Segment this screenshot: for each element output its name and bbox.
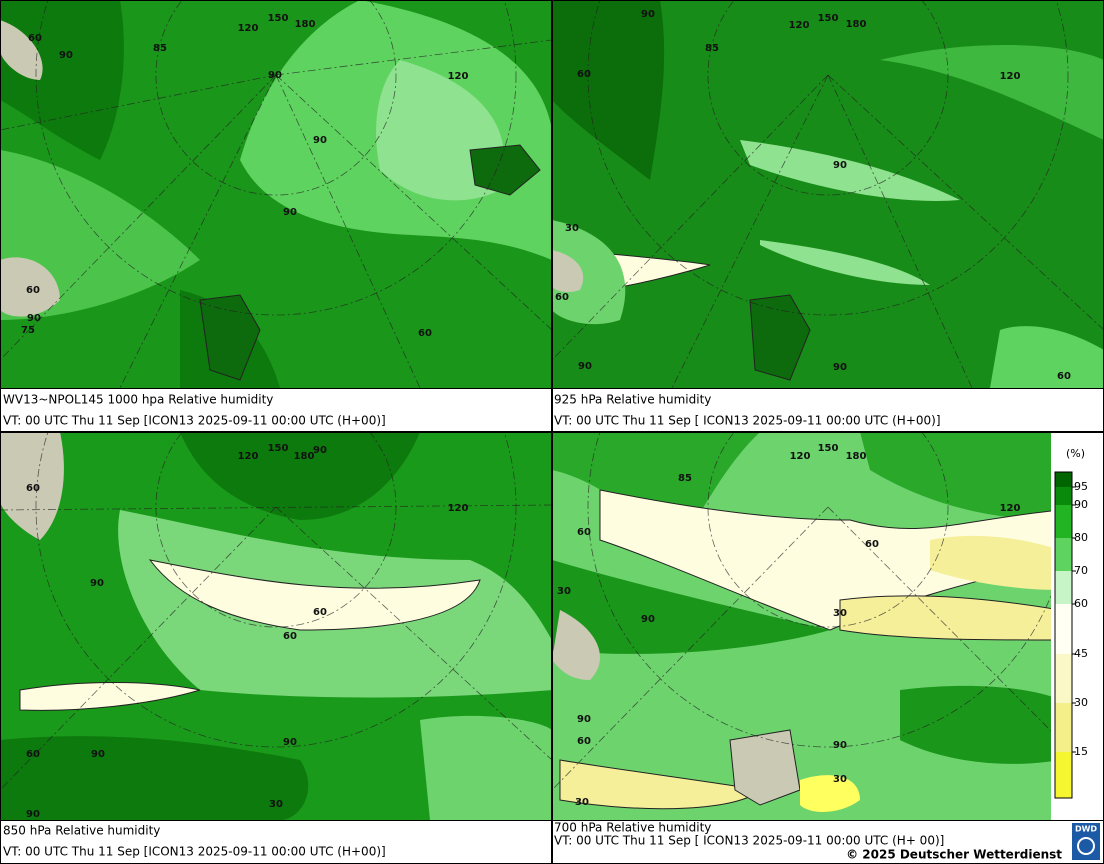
contour-label: 120 xyxy=(789,20,810,31)
colorbar-unit: (%) xyxy=(1066,447,1085,460)
contour-label: 120 xyxy=(1000,503,1021,514)
contour-label: 60 xyxy=(26,483,40,494)
colorbar-label: 60 xyxy=(1074,597,1088,610)
contour-label: 60 xyxy=(1057,371,1071,382)
contour-label: 150 xyxy=(818,443,839,454)
contour-label: 60 xyxy=(283,631,297,642)
contour-label: 60 xyxy=(577,736,591,747)
contour-label: 30 xyxy=(833,774,847,785)
dwd-logo: DWD xyxy=(1072,823,1100,860)
contour-label: 150 xyxy=(268,13,289,24)
contour-label: 90 xyxy=(283,207,297,218)
caption-title: 700 hPa Relative humidity xyxy=(554,821,711,835)
contour-label: 120 xyxy=(448,503,469,514)
contour-label: 120 xyxy=(238,451,259,462)
contour-label: 90 xyxy=(90,578,104,589)
copyright: © 2025 Deutscher Wetterdienst xyxy=(846,848,1062,862)
colorbar-label: 90 xyxy=(1074,498,1088,511)
contour-label: 120 xyxy=(238,23,259,34)
map-700hpa xyxy=(553,433,1051,820)
caption-title: WV13~NPOL145 1000 hpa Relative humidity xyxy=(3,393,273,407)
colorbar-label: 70 xyxy=(1074,564,1088,577)
contour-label: 180 xyxy=(846,19,867,30)
map-1000hpa xyxy=(1,1,551,388)
contour-label: 90 xyxy=(641,614,655,625)
map-925hpa xyxy=(553,1,1103,388)
contour-label: 60 xyxy=(28,33,42,44)
contour-label: 180 xyxy=(295,19,316,30)
contour-label: 150 xyxy=(818,13,839,24)
contour-label: 85 xyxy=(705,43,719,54)
contour-label: 90 xyxy=(641,9,655,20)
contour-label: 90 xyxy=(833,160,847,171)
contour-label: 60 xyxy=(26,285,40,296)
contour-label: 90 xyxy=(283,737,297,748)
contour-label: 30 xyxy=(565,223,579,234)
contour-label: 60 xyxy=(313,607,327,618)
contour-label: 120 xyxy=(1000,71,1021,82)
caption-title: 850 hPa Relative humidity xyxy=(3,824,160,838)
contour-label: 90 xyxy=(59,50,73,61)
contour-label: 30 xyxy=(575,797,589,808)
contour-label: 120 xyxy=(448,71,469,82)
contour-label: 75 xyxy=(21,325,35,336)
contour-label: 150 xyxy=(268,443,289,454)
colorbar-label: 95 xyxy=(1074,480,1088,493)
contour-label: 90 xyxy=(833,740,847,751)
contour-label: 180 xyxy=(294,451,315,462)
contour-label: 90 xyxy=(833,362,847,373)
colorbar-label: 15 xyxy=(1074,745,1088,758)
contour-label: 90 xyxy=(268,70,282,81)
caption-time: VT: 00 UTC Thu 11 Sep [ICON13 2025-09-11… xyxy=(3,414,386,428)
contour-label: 60 xyxy=(577,527,591,538)
logo-text: DWD xyxy=(1075,825,1097,834)
colorbar-label: 30 xyxy=(1074,696,1088,709)
contour-label: 60 xyxy=(418,328,432,339)
contour-label: 90 xyxy=(27,313,41,324)
contour-label: 30 xyxy=(269,799,283,810)
contour-label: 90 xyxy=(91,749,105,760)
contour-label: 90 xyxy=(578,361,592,372)
contour-label: 90 xyxy=(313,135,327,146)
colorbar-label: 45 xyxy=(1074,647,1088,660)
caption-time: VT: 00 UTC Thu 11 Sep [ ICON13 2025-09-1… xyxy=(554,414,941,428)
caption-time: VT: 00 UTC Thu 11 Sep [ICON13 2025-09-11… xyxy=(3,845,386,859)
contour-label: 120 xyxy=(790,451,811,462)
contour-label: 90 xyxy=(26,809,40,820)
contour-label: 90 xyxy=(313,445,327,456)
contour-label: 60 xyxy=(26,749,40,760)
contour-label: 30 xyxy=(833,608,847,619)
colorbar-label: 80 xyxy=(1074,531,1088,544)
contour-label: 85 xyxy=(153,43,167,54)
contour-label: 85 xyxy=(678,473,692,484)
contour-label: 60 xyxy=(577,69,591,80)
contour-label: 30 xyxy=(557,586,571,597)
contour-label: 90 xyxy=(577,714,591,725)
map-850hpa xyxy=(1,433,551,820)
caption-time: VT: 00 UTC Thu 11 Sep [ ICON13 2025-09-1… xyxy=(554,834,944,848)
caption-title: 925 hPa Relative humidity xyxy=(554,393,711,407)
contour-label: 60 xyxy=(865,539,879,550)
contour-label: 180 xyxy=(846,451,867,462)
contour-label: 60 xyxy=(555,292,569,303)
colorbar: (%) 95 90 80 70 60 45 30 15 xyxy=(1054,447,1088,799)
